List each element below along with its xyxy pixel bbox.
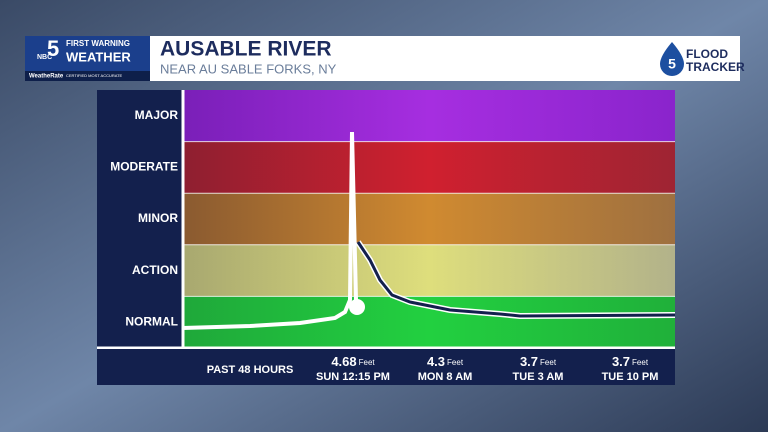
unit: Feet bbox=[540, 358, 557, 367]
logo-network: NBC bbox=[37, 54, 52, 61]
stage-band bbox=[183, 193, 675, 245]
reading-value: 3.7 Feet bbox=[612, 354, 649, 369]
logo-line4: CERTIFIED MOST ACCURATE bbox=[66, 73, 123, 78]
reading-value: 3.7 Feet bbox=[520, 354, 557, 369]
forecast-line bbox=[356, 241, 676, 318]
logo-line1: FIRST WARNING bbox=[66, 39, 130, 48]
brand-line1: FLOOD bbox=[686, 47, 728, 61]
stage-band bbox=[183, 141, 675, 194]
reading-time: TUE 10 PM bbox=[602, 371, 659, 383]
unit: Feet bbox=[447, 358, 464, 367]
stage-label: MODERATE bbox=[110, 160, 178, 174]
reading-time: TUE 3 AM bbox=[513, 371, 564, 383]
logo-channel: 5 bbox=[47, 36, 59, 61]
footer-bar bbox=[97, 349, 675, 385]
logo-line3: WeatheRate bbox=[29, 74, 64, 80]
stage-band bbox=[183, 90, 675, 142]
subtitle: NEAR AU SABLE FORKS, NY bbox=[160, 61, 337, 76]
value: 3.7 bbox=[612, 354, 630, 369]
title: AUSABLE RIVER bbox=[160, 38, 332, 61]
stage-bands: MAJOR MODERATE MINOR ACTION NORMAL bbox=[110, 90, 675, 348]
stage-band bbox=[183, 244, 675, 297]
brand-line2: TRACKER bbox=[686, 60, 745, 74]
unit: Feet bbox=[632, 358, 649, 367]
unit: Feet bbox=[359, 358, 376, 367]
logo-strip bbox=[25, 71, 150, 81]
stage-label: NORMAL bbox=[125, 314, 178, 328]
observed-line bbox=[182, 131, 360, 330]
value: 4.68 bbox=[331, 354, 356, 369]
reading-value: 4.68 Feet bbox=[331, 354, 375, 369]
stage-label: MINOR bbox=[138, 211, 178, 225]
stage-label-column bbox=[97, 90, 183, 348]
value: 3.7 bbox=[520, 354, 538, 369]
stage-label: ACTION bbox=[132, 263, 178, 277]
current-point bbox=[349, 299, 365, 315]
stage-label: MAJOR bbox=[135, 108, 179, 122]
brand-drop bbox=[660, 42, 684, 76]
value: 4.3 bbox=[427, 354, 445, 369]
brand-channel: 5 bbox=[668, 56, 676, 72]
reading-time: SUN 12:15 PM bbox=[316, 371, 390, 383]
logo-line2: WEATHER bbox=[66, 49, 131, 64]
footer-label: PAST 48 HOURS bbox=[207, 364, 294, 376]
reading-time: MON 8 AM bbox=[418, 371, 473, 383]
reading-value: 4.3 Feet bbox=[427, 354, 464, 369]
